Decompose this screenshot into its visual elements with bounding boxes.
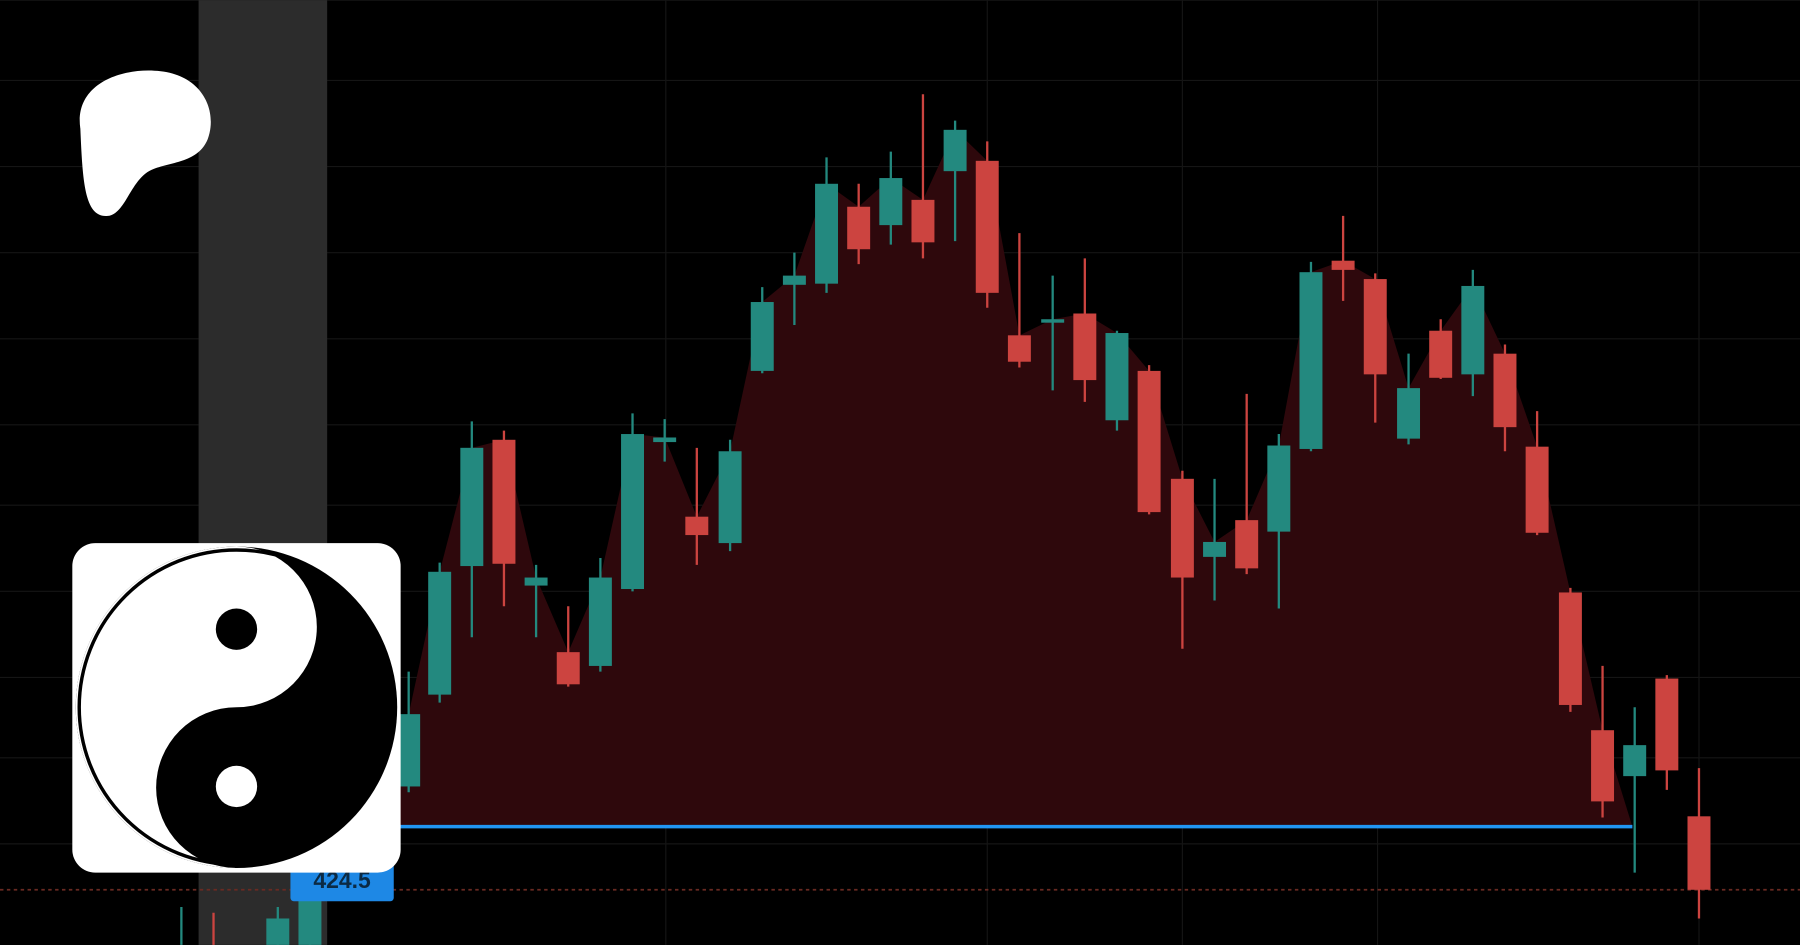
candle-body: [1397, 388, 1421, 439]
candle-body: [1623, 745, 1647, 777]
candle-body: [1041, 319, 1065, 323]
candle-body: [1235, 520, 1259, 569]
yin-yang-rim: [77, 548, 396, 867]
candle-body: [1363, 279, 1387, 375]
candle-body: [847, 206, 871, 250]
candle-body: [685, 516, 709, 536]
candles: [180, 94, 1711, 945]
candle-body: [750, 302, 774, 371]
candle-body: [1203, 541, 1227, 557]
candle-body: [943, 129, 967, 172]
yin-yang-dot: [215, 608, 258, 650]
yin-yang: [75, 546, 398, 868]
candle-body: [1461, 285, 1485, 375]
candle-body: [782, 275, 806, 285]
candle-body: [1687, 816, 1711, 890]
candle-body: [1073, 313, 1097, 381]
candle-body: [1429, 330, 1453, 378]
candle-body: [879, 178, 903, 226]
candle-body: [428, 571, 452, 695]
candle-body: [1170, 478, 1194, 578]
candle-body: [492, 439, 516, 564]
candle-body: [556, 652, 580, 685]
candle-body: [460, 447, 484, 567]
candle-body: [588, 577, 612, 666]
candle-body: [1137, 370, 1161, 513]
yin-yang-dot: [215, 765, 258, 808]
candle-body: [815, 183, 839, 284]
candle-body: [524, 577, 548, 586]
candle-body: [911, 199, 935, 243]
area-fill: [396, 129, 1633, 827]
candle-body: [1493, 353, 1517, 428]
candle-body: [1655, 678, 1679, 771]
candle-body: [1105, 333, 1129, 421]
candle-body: [1299, 272, 1323, 449]
candle-body: [266, 918, 290, 945]
candle-body: [653, 437, 677, 443]
candle-body: [1525, 446, 1549, 533]
candle-body: [1007, 335, 1031, 362]
candle-body: [1558, 592, 1582, 705]
candle-body: [1267, 445, 1291, 532]
candle-body: [397, 714, 421, 787]
candle-body: [1331, 260, 1355, 270]
candle-body: [718, 451, 742, 544]
candle-body: [975, 160, 999, 293]
patreon-logo: [79, 70, 211, 217]
candle-body: [621, 434, 645, 590]
candle-body: [1591, 730, 1615, 802]
